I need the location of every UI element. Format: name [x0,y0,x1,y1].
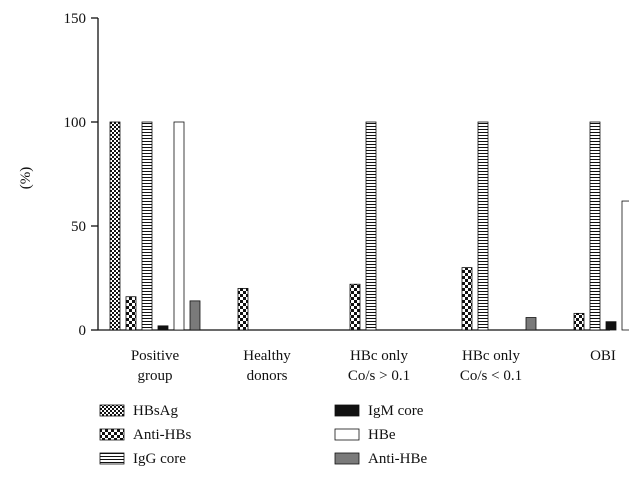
x-category-label: group [138,368,173,384]
legend-swatch [334,404,360,417]
bar-hbsag-0 [109,121,121,331]
axes: 0 50 100 150 (%) [18,11,610,339]
x-category-label: HBc only [462,348,520,364]
legend-label: IgG core [133,451,186,467]
legend: HBsAg Anti-HBs IgG core IgM core HBe Anti-HBe [99,403,428,467]
bar-igm-core-0 [157,325,169,331]
bar-igg-core-0 [141,121,153,331]
bar-anti-hbs-4 [573,312,585,331]
legend-label: HBe [368,427,396,443]
legend-swatch [99,452,125,465]
bar-igg-core-2 [365,121,377,331]
bar-igg-core-3 [477,121,489,331]
legend-label: Anti-HBe [368,451,428,467]
legend-label: IgM core [368,403,424,419]
x-category-label: OBI [590,348,616,364]
bar-hbe-4 [621,200,629,331]
bar-anti-hbs-1 [237,287,249,331]
x-category-label: donors [247,368,288,384]
y-tick-label: 50 [71,219,86,235]
bar-hbe-0 [173,121,185,331]
category-labels: Positive group Healthy donors HBc only Co/s >… [131,348,616,384]
x-category-label: Co/s > 0.1 [348,368,410,384]
bar-anti-hbe-0 [189,300,201,331]
x-category-label: Co/s < 0.1 [460,368,522,384]
bar-anti-hbe-3 [525,317,537,331]
y-tick-label: 150 [64,11,87,27]
bar-igm-core-4 [605,321,617,331]
bar-igg-core-4 [589,121,601,331]
y-axis-label: (%) [18,167,34,190]
x-category-label: Healthy [243,348,291,364]
x-category-label: HBc only [350,348,408,364]
legend-label: HBsAg [133,403,179,419]
bar-anti-hbs-0 [125,296,137,331]
y-tick-label: 0 [79,323,87,339]
legend-swatch [334,428,360,441]
legend-swatch [99,404,125,417]
legend-swatch [334,452,360,465]
bar-anti-hbs-3 [461,267,473,331]
legend-swatch [99,428,125,441]
y-tick-label: 100 [64,115,87,131]
legend-label: Anti-HBs [133,427,192,443]
bars [109,121,629,331]
bar-anti-hbs-2 [349,283,361,331]
x-category-label: Positive [131,348,180,364]
